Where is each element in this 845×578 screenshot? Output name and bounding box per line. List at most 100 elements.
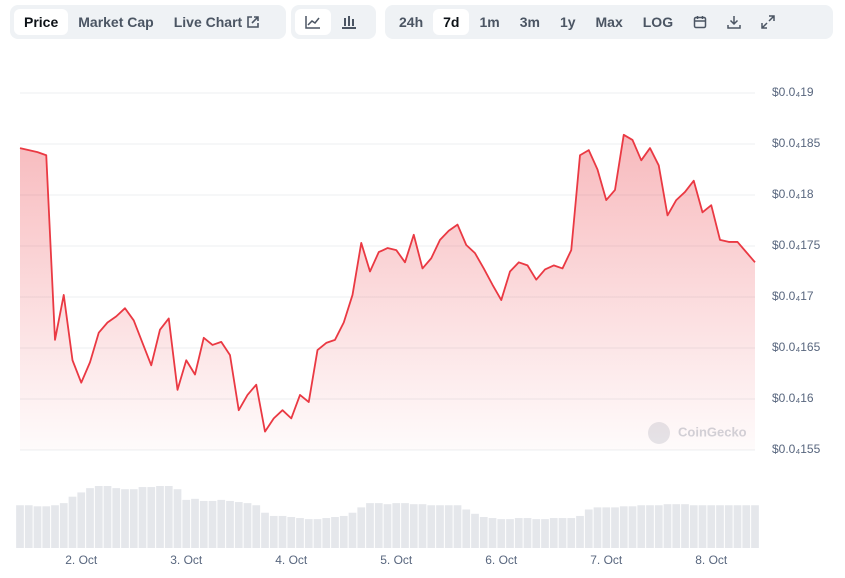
volume-bar	[558, 518, 567, 548]
x-tick-label: 2. Oct	[65, 553, 98, 567]
volume-bar	[514, 518, 523, 548]
volume-bar	[304, 519, 313, 548]
range[interactable]: 1y	[559, 14, 576, 30]
chart-style	[291, 5, 376, 39]
volume-bar	[672, 504, 681, 548]
watermark: CoinGecko	[648, 422, 747, 444]
volume-bar	[278, 515, 287, 548]
y-tick-label: $0.0₄185	[772, 136, 821, 150]
volume-bar	[94, 486, 103, 548]
volume-bar	[16, 505, 24, 548]
volume-bar	[129, 489, 138, 548]
x-tick-label: 5. Oct	[380, 553, 413, 567]
range-bar: 24h 7d 1m 3m 1y Max LOG	[385, 5, 833, 39]
icon	[693, 16, 707, 29]
volume-bar	[287, 517, 296, 548]
fullscreen-icon[interactable]	[751, 9, 785, 35]
range[interactable]: 3m	[519, 14, 540, 30]
volume-bar	[68, 496, 77, 548]
view-tabs: Price Market Cap Live Chart	[10, 5, 286, 39]
volume-bar	[462, 509, 471, 548]
volume-bar	[418, 504, 427, 548]
volume-bar	[147, 487, 156, 548]
download-icon[interactable]	[717, 9, 751, 35]
x-tick-label: 4. Oct	[275, 553, 308, 567]
range[interactable]: 1m	[479, 14, 500, 30]
volume-bar	[479, 517, 488, 548]
tab-label: Live Chart	[173, 14, 243, 30]
volume-bar	[628, 506, 637, 548]
volume-bar	[164, 486, 173, 548]
volume-bar	[51, 505, 59, 548]
volume-bar	[252, 505, 261, 548]
volume-bar	[488, 518, 497, 548]
volume-bar	[611, 507, 619, 548]
volume-bar	[532, 519, 541, 548]
volume-bar	[427, 505, 436, 548]
x-tick-label: 7. Oct	[590, 553, 623, 567]
volume-bar	[383, 504, 392, 548]
volume-bar	[217, 499, 226, 548]
volume-bar	[453, 505, 462, 548]
range[interactable]: LOG	[642, 14, 674, 30]
volume-bar	[156, 486, 164, 548]
volume-bar	[742, 505, 751, 548]
volume-bar	[103, 486, 112, 548]
volume-bar	[24, 505, 33, 548]
volume-bar	[59, 503, 68, 548]
volume-bar	[42, 506, 51, 548]
volume-bar	[243, 503, 252, 548]
volume-bar	[471, 513, 479, 548]
volume-bar	[541, 519, 549, 548]
y-tick-label: $0.0₄18	[772, 187, 814, 201]
volume-bar	[226, 500, 234, 548]
volume-bar	[357, 507, 366, 548]
volume-bar	[138, 487, 147, 548]
volume-bar	[444, 505, 453, 548]
volume-bar	[576, 515, 584, 548]
volume-bar	[689, 505, 698, 548]
volume-bar	[646, 505, 654, 548]
volume-bar	[506, 519, 514, 548]
x-tick-label: 3. Oct	[170, 553, 203, 567]
watermark-text: CoinGecko	[678, 424, 747, 439]
volume-bar	[733, 505, 742, 548]
volume-bar	[523, 518, 532, 548]
tab[interactable]: Market Cap	[78, 14, 154, 30]
volume-bar	[234, 502, 243, 548]
volume-bar	[348, 512, 357, 548]
y-tick-label: $0.0₄16	[772, 391, 814, 405]
volume-bar	[191, 498, 199, 548]
volume-bar	[199, 500, 208, 548]
volume-bar	[584, 509, 593, 548]
volume-bar	[698, 505, 707, 548]
volume-bar	[322, 518, 331, 548]
range[interactable]: 7d	[433, 9, 470, 35]
x-tick-label: 8. Oct	[695, 553, 728, 567]
x-tick-label: 6. Oct	[485, 553, 518, 567]
volume-bar	[593, 507, 602, 548]
volume-bar	[33, 506, 42, 548]
volume-bar	[724, 505, 733, 548]
volume-bar	[663, 504, 672, 548]
volume-bar	[409, 504, 418, 548]
y-tick-label: $0.0₄175	[772, 238, 821, 252]
calendar-icon[interactable]	[683, 9, 717, 35]
y-tick-label: $0.0₄165	[772, 340, 821, 354]
volume-bar	[549, 518, 558, 548]
range[interactable]: 24h	[399, 14, 424, 30]
tab[interactable]: Price	[14, 9, 69, 35]
volume-bar	[269, 515, 278, 548]
tab[interactable]: Live Chart	[164, 9, 270, 35]
range[interactable]: Max	[595, 14, 623, 30]
candle-icon[interactable]	[331, 9, 367, 35]
external-icon	[247, 16, 259, 28]
volume-bar	[339, 515, 348, 548]
line-icon[interactable]	[295, 9, 331, 35]
volume-bar	[77, 492, 86, 548]
volume-bar	[497, 519, 506, 548]
volume-bar	[121, 489, 129, 548]
volume-bar	[751, 505, 759, 548]
